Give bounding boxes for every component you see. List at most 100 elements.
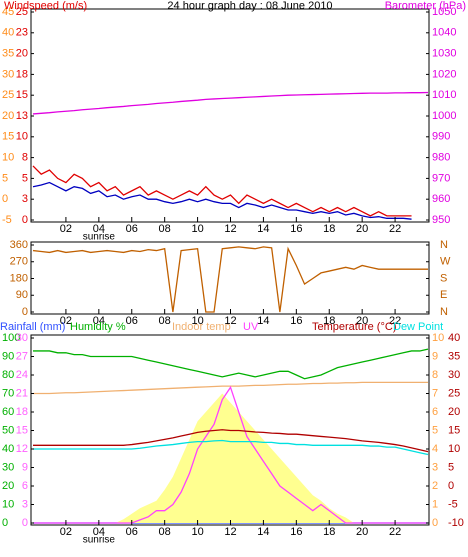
x-tick-label: 02 (60, 223, 72, 235)
x-tick-label: 14 (257, 526, 269, 538)
line (32, 91, 429, 115)
legend-label: Temperature (°C) (312, 321, 396, 333)
x-tick-label: 12 (224, 526, 236, 538)
y-tick-label: 1050 (432, 6, 456, 18)
y-tick-label: E (440, 289, 447, 301)
y-tick-label: -5 (2, 214, 12, 226)
x-tick-label: 22 (389, 223, 401, 235)
x-tick-label: 04 (93, 526, 105, 538)
y-tick-label: 1000 (432, 110, 456, 122)
x-tick-label: 18 (323, 526, 335, 538)
y-tick-label: 1030 (432, 48, 456, 60)
y-tick-label: 1020 (432, 68, 456, 80)
y-tick-label: 20 (2, 480, 14, 492)
y-tick-label: 15 (16, 424, 28, 436)
y-tick-label: 0 (22, 214, 28, 226)
y-tick-label: 990 (432, 131, 450, 143)
x-tick-label: 18 (323, 315, 335, 327)
y-tick-label: 950 (432, 214, 450, 226)
y-tick-label: 35 (448, 350, 460, 362)
y-tick-label: 270 (10, 256, 28, 268)
chart-title: 24 hour graph day : 08 June 2010 (167, 0, 332, 12)
y-tick-label: 25 (448, 387, 460, 399)
x-tick-label: 22 (389, 315, 401, 327)
y-tick-label: 9 (22, 461, 28, 473)
y-tick-label: 90 (16, 289, 28, 301)
line (32, 181, 412, 220)
y-tick-label: 5 (2, 172, 8, 184)
y-tick-label: 7 (432, 387, 438, 399)
area (33, 393, 428, 523)
y-tick-label: 10 (2, 152, 14, 164)
y-tick-label: 20 (16, 48, 28, 60)
x-tick-label: 22 (389, 526, 401, 538)
plot-frame (30, 241, 430, 315)
line (33, 439, 429, 456)
x-tick-label: 08 (159, 315, 171, 327)
x-tick-label: 04 (93, 315, 105, 327)
axis-label: Barometer (hPa) (385, 0, 466, 12)
y-tick-label: 1040 (432, 27, 456, 39)
y-tick-label: 70 (2, 387, 14, 399)
annotation: sunrise (83, 232, 116, 243)
y-tick-label: 10 (432, 332, 444, 344)
y-tick-label: 23 (16, 27, 28, 39)
y-tick-label: 30 (16, 332, 28, 344)
line (32, 165, 412, 217)
y-tick-label: 5 (22, 172, 28, 184)
line (33, 381, 428, 395)
x-tick-label: 10 (191, 223, 203, 235)
line (32, 246, 428, 313)
y-tick-label: 12 (16, 443, 28, 455)
y-tick-label: 50 (2, 424, 14, 436)
y-tick-label: 30 (448, 369, 460, 381)
y-tick-label: 6 (22, 480, 28, 492)
y-tick-label: S (440, 272, 447, 284)
y-tick-label: 9 (432, 350, 438, 362)
y-tick-label: 3 (22, 498, 28, 510)
y-tick-label: 35 (2, 48, 14, 60)
y-tick-label: 1010 (432, 89, 456, 101)
x-tick-label: 16 (290, 223, 302, 235)
y-tick-label: 25 (16, 6, 28, 18)
y-tick-label: 60 (2, 406, 14, 418)
x-tick-label: 20 (356, 223, 368, 235)
y-tick-label: W (440, 256, 451, 268)
x-tick-label: 20 (356, 526, 368, 538)
y-tick-label: 100 (2, 332, 20, 344)
y-tick-label: 3 (432, 461, 438, 473)
y-tick-label: 10 (448, 443, 460, 455)
y-tick-label: 5 (432, 424, 438, 436)
y-tick-label: 6 (432, 406, 438, 418)
x-tick-label: 12 (224, 223, 236, 235)
x-tick-label: 02 (60, 526, 72, 538)
y-tick-label: 1 (432, 498, 438, 510)
y-tick-label: 980 (432, 152, 450, 164)
x-tick-label: 08 (159, 223, 171, 235)
x-tick-label: 16 (290, 526, 302, 538)
line (33, 429, 429, 453)
y-tick-label: 18 (16, 406, 28, 418)
y-tick-label: 24 (16, 369, 28, 381)
y-tick-label: 45 (2, 6, 14, 18)
legend-label: Humidity % (70, 321, 126, 333)
y-tick-label: 18 (16, 68, 28, 80)
legend-label: Indoor temp (172, 321, 231, 333)
y-tick-label: 27 (16, 350, 28, 362)
annotation: sunrise (83, 535, 116, 546)
y-tick-label: 90 (2, 350, 14, 362)
y-tick-label: 15 (16, 89, 28, 101)
y-tick-label: 40 (2, 443, 14, 455)
y-tick-label: 30 (2, 461, 14, 473)
x-tick-label: 02 (60, 315, 72, 327)
y-tick-label: 0 (22, 517, 28, 529)
x-tick-label: 04 (93, 223, 105, 235)
x-tick-label: 10 (191, 315, 203, 327)
y-tick-label: 25 (2, 89, 14, 101)
legend-label: Rainfall (mm) (0, 321, 65, 333)
y-tick-label: 13 (16, 110, 28, 122)
y-tick-label: 2 (432, 480, 438, 492)
y-tick-label: 3 (22, 193, 28, 205)
x-tick-label: 08 (159, 526, 171, 538)
y-tick-label: N (440, 239, 448, 251)
